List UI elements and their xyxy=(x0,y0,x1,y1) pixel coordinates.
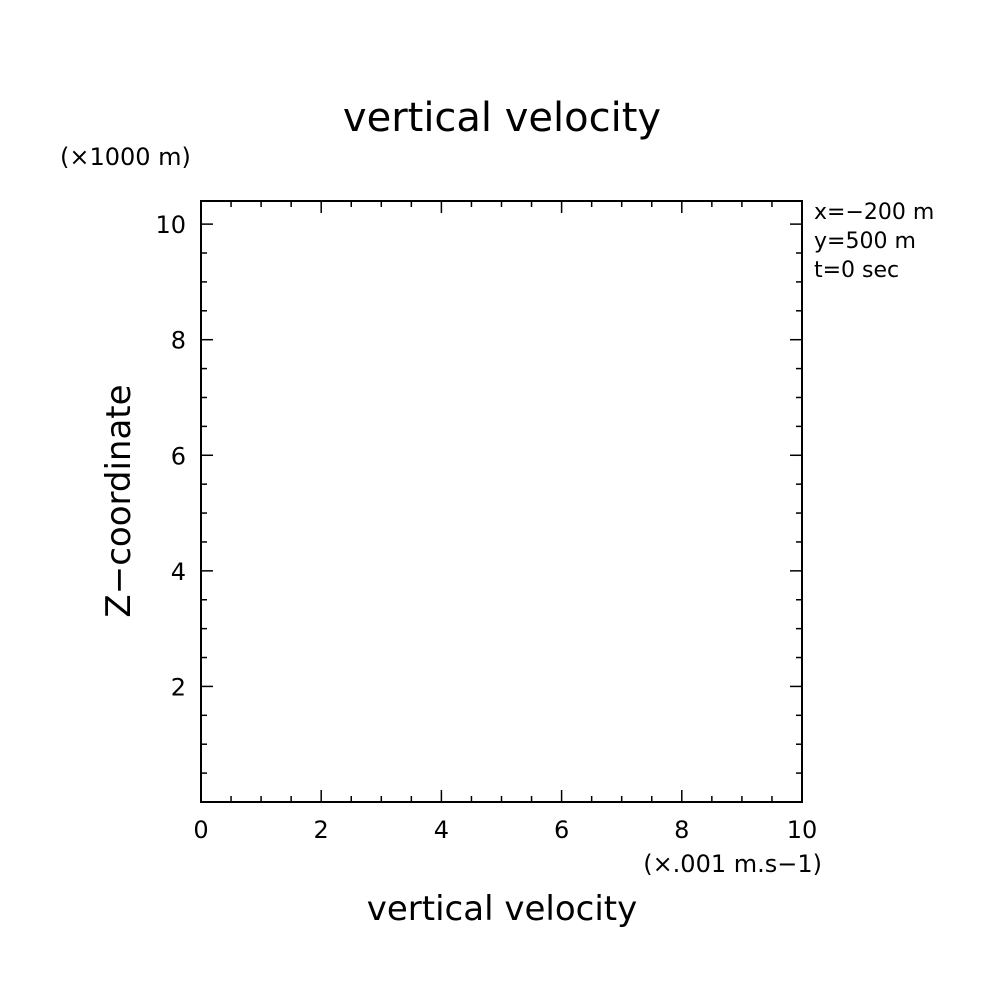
x-tick-label: 2 xyxy=(314,816,329,844)
y-tick-label: 8 xyxy=(171,327,186,355)
axis-ticks xyxy=(200,201,803,802)
annotation-x: x=−200 m xyxy=(814,200,934,225)
x-tick-label: 4 xyxy=(434,816,449,844)
y-axis-label: Z−coordinate xyxy=(99,384,139,617)
y-unit-label: (×1000 m) xyxy=(60,143,191,171)
x-tick-label: 8 xyxy=(674,816,689,844)
x-unit-label: (×.001 m.s−1) xyxy=(643,850,822,878)
y-tick-label: 2 xyxy=(171,673,186,701)
y-tick-label: 6 xyxy=(171,442,186,470)
y-tick-label: 4 xyxy=(171,558,186,586)
x-axis-tick-labels: 0 2 4 6 8 10 xyxy=(193,816,817,844)
annotation-y: y=500 m xyxy=(814,229,916,254)
plot-frame xyxy=(200,200,803,803)
x-tick-label: 6 xyxy=(554,816,569,844)
x-tick-label: 0 xyxy=(193,816,208,844)
x-tick-label: 10 xyxy=(787,816,818,844)
y-tick-label: 10 xyxy=(155,211,186,239)
y-axis-tick-labels: 2 4 6 8 10 xyxy=(155,211,186,701)
chart-title: vertical velocity xyxy=(343,95,661,141)
annotation-t: t=0 sec xyxy=(814,258,899,283)
x-axis-label: vertical velocity xyxy=(367,889,637,929)
